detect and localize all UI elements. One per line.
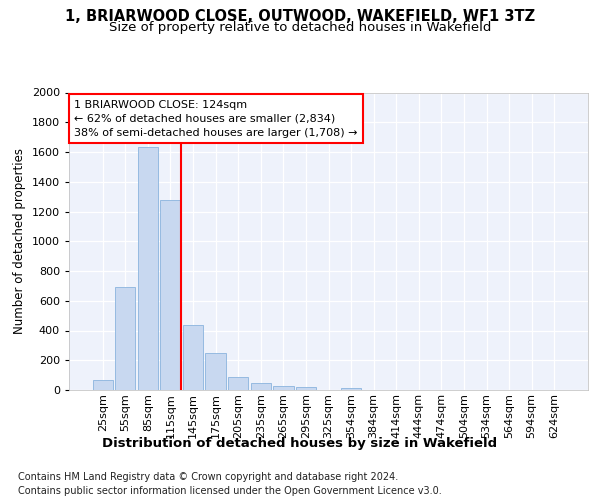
Bar: [183, 326, 203, 390]
Bar: [138, 147, 158, 390]
Text: Distribution of detached houses by size in Wakefield: Distribution of detached houses by size …: [103, 438, 497, 450]
Bar: [92, 380, 113, 390]
Text: 1 BRIARWOOD CLOSE: 124sqm
← 62% of detached houses are smaller (2,834)
38% of se: 1 BRIARWOOD CLOSE: 124sqm ← 62% of detac…: [74, 100, 358, 138]
Bar: [341, 388, 361, 390]
Text: Size of property relative to detached houses in Wakefield: Size of property relative to detached ho…: [109, 22, 491, 35]
Bar: [115, 286, 136, 390]
Y-axis label: Number of detached properties: Number of detached properties: [13, 148, 26, 334]
Bar: [251, 382, 271, 390]
Bar: [205, 353, 226, 390]
Bar: [296, 387, 316, 390]
Bar: [273, 386, 293, 390]
Bar: [228, 378, 248, 390]
Text: 1, BRIARWOOD CLOSE, OUTWOOD, WAKEFIELD, WF1 3TZ: 1, BRIARWOOD CLOSE, OUTWOOD, WAKEFIELD, …: [65, 9, 535, 24]
Bar: [160, 200, 181, 390]
Text: Contains HM Land Registry data © Crown copyright and database right 2024.
Contai: Contains HM Land Registry data © Crown c…: [18, 472, 442, 496]
